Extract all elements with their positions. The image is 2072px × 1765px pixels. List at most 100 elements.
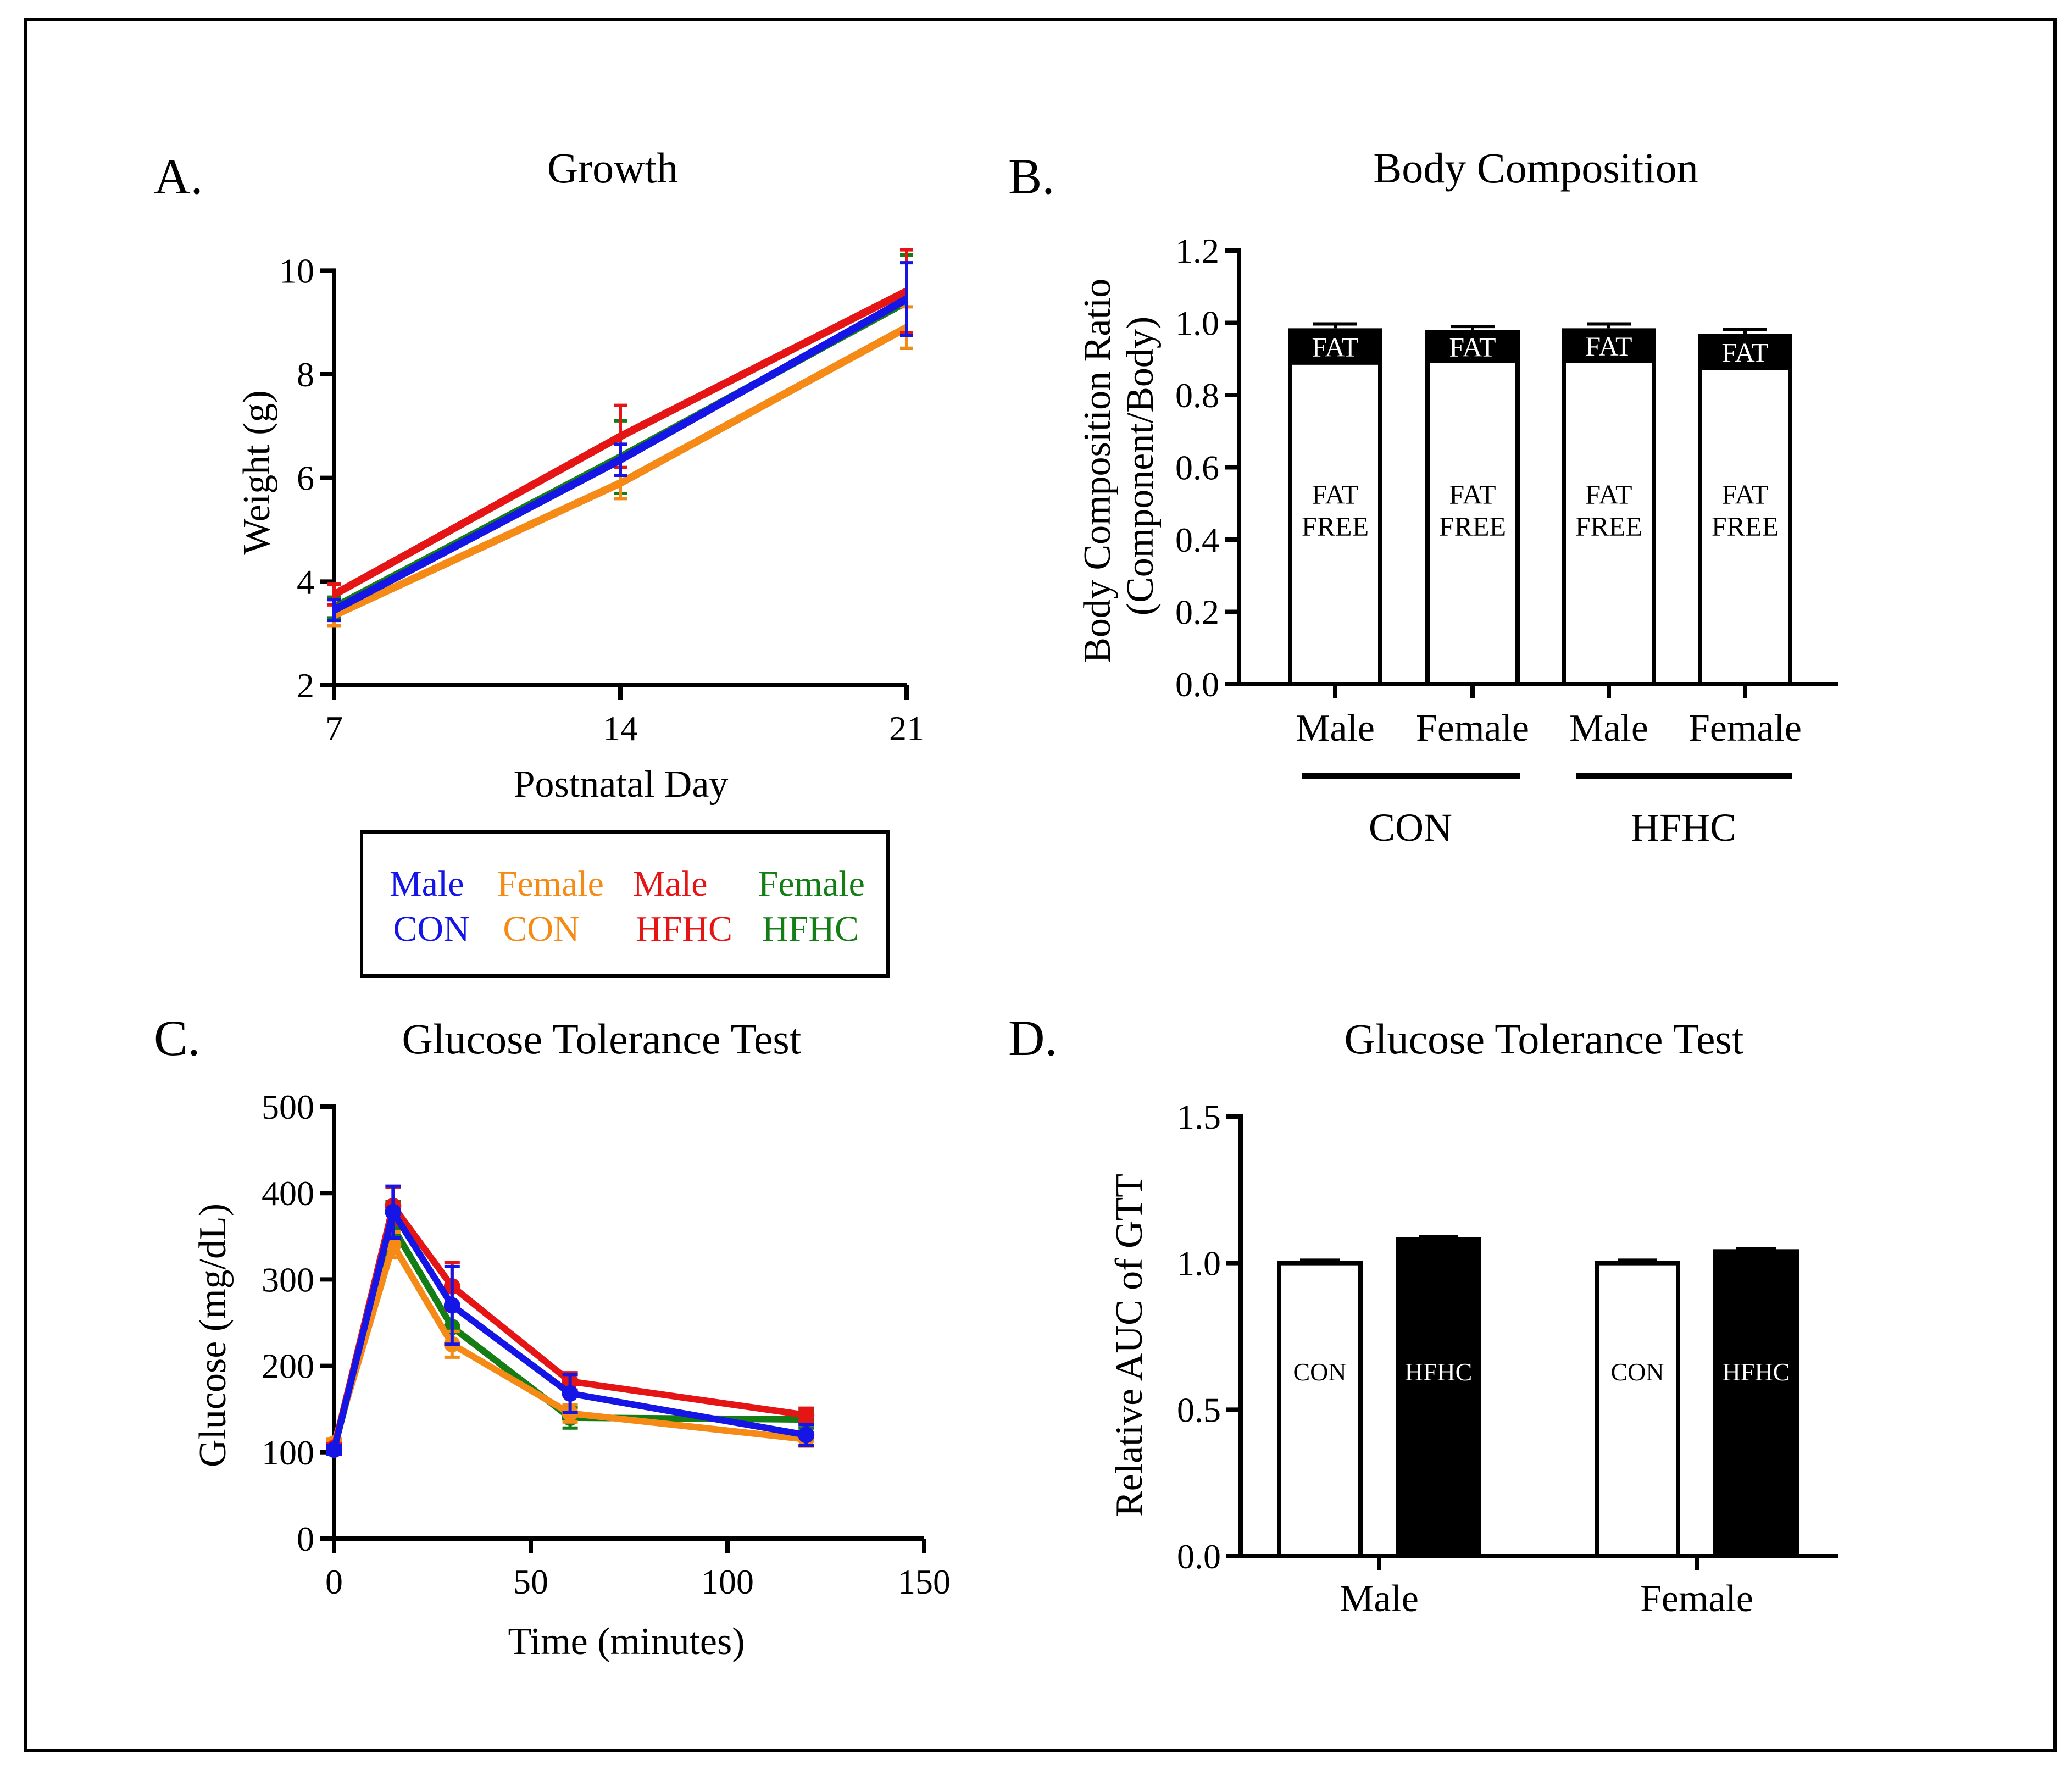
panel-d: D. Glucose Tolerance Test 0.0 0.5 1.0 1.5 CO… — [1008, 1010, 1838, 1620]
fat-segment-label: FAT — [1312, 332, 1358, 363]
bar-fat-free — [1288, 360, 1382, 686]
gtt-point-male_con — [562, 1385, 579, 1402]
legend-box — [360, 830, 890, 978]
gtt-curve-y-tick-label: 300 — [262, 1260, 314, 1299]
body-composition-ylabel: Body Composition Ratio (Component/Body) — [1076, 269, 1162, 663]
gtt-curve-y-tick-label: 0 — [297, 1519, 314, 1558]
bar-fat-free — [1562, 358, 1656, 686]
auc-bar-con — [1277, 1261, 1363, 1559]
legend-female-hfhc-line1: Female — [758, 864, 865, 904]
auc-bar-label: CON — [1610, 1358, 1664, 1386]
growth-y-tick-label: 4 — [297, 562, 314, 601]
gtt-point-male_con — [385, 1203, 402, 1220]
body-composition-plot: 0.00.20.40.60.81.01.2FATFATFREEMaleFATFA… — [1175, 231, 1838, 850]
fat-free-segment-label-line2: FREE — [1575, 510, 1642, 541]
growth-ylabel: Weight (g) — [236, 390, 278, 555]
auc-bar-label: HFHC — [1723, 1358, 1790, 1386]
panel-c: C. Glucose Tolerance Test 0 50 100 150 0 100 2… — [154, 1010, 951, 1663]
fat-free-segment-label-line1: FAT — [1721, 479, 1768, 509]
group-label-con: CON — [1369, 806, 1452, 850]
fat-segment-label: FAT — [1721, 337, 1768, 368]
gtt-curve-title: Glucose Tolerance Test — [402, 1015, 802, 1063]
legend-male-con: Male CON — [390, 864, 473, 949]
body-composition-ylabel-line1: Body Composition Ratio — [1076, 279, 1119, 663]
auc-bar-hfhc — [1396, 1237, 1481, 1558]
gtt-auc-y-tick-label: 0.0 — [1177, 1537, 1221, 1576]
legend-female-hfhc-line2: HFHC — [762, 909, 859, 949]
gtt-auc-y-tick-label: 0.5 — [1177, 1390, 1221, 1429]
legend-male-hfhc-line1: Male — [633, 864, 708, 904]
gtt-curve-y-tick-label: 200 — [262, 1347, 314, 1386]
fat-free-segment-label-line1: FAT — [1449, 479, 1496, 509]
panel-d-label: D. — [1008, 1010, 1057, 1066]
gtt-auc-y-tick-label: 1.5 — [1177, 1097, 1221, 1136]
panel-a: A. Growth 7 14 21 2 4 6 8 10 Postnatal Day Weig… — [154, 144, 924, 806]
gtt-curve-xlabel: Time (minutes) — [508, 1620, 745, 1663]
fat-free-segment-label-line2: FREE — [1439, 510, 1506, 541]
gtt-curve-y-tick-label: 500 — [262, 1087, 314, 1126]
body-composition-title: Body Composition — [1373, 144, 1698, 192]
legend-female-con-line2: CON — [503, 909, 579, 949]
body-composition-category-label: Female — [1688, 707, 1802, 750]
panel-a-label: A. — [154, 148, 203, 204]
body-composition-ylabel-line2: (Component/Body) — [1119, 317, 1162, 615]
legend-male-con-line2: CON — [393, 909, 469, 949]
legend-male-hfhc: Male HFHC — [633, 864, 732, 949]
fat-segment-label: FAT — [1585, 331, 1632, 362]
legend: Male CON Female CON Male HFHC Female HFH… — [360, 830, 890, 978]
legend-male-hfhc-line2: HFHC — [636, 909, 732, 949]
panel-c-label: C. — [154, 1010, 200, 1066]
gtt-curve-x-tick-label: 0 — [325, 1562, 343, 1601]
bar-fat — [1698, 334, 1792, 368]
gtt-point-male_con — [326, 1441, 342, 1458]
gtt-auc-title: Glucose Tolerance Test — [1345, 1015, 1744, 1063]
gtt-curve-y-tick-label: 400 — [262, 1174, 314, 1213]
gtt-curve-x-tick-label: 150 — [898, 1562, 951, 1601]
gtt-curve-y-tick-label: 100 — [262, 1433, 314, 1472]
body-composition-y-tick-label: 1.0 — [1175, 304, 1219, 343]
group-label-hfhc: HFHC — [1631, 806, 1736, 850]
legend-female-con-line1: Female — [497, 864, 604, 904]
fat-free-segment-label-line1: FAT — [1585, 479, 1632, 509]
fat-free-segment-label-line2: FREE — [1302, 510, 1369, 541]
fat-free-segment-label-line1: FAT — [1312, 479, 1358, 509]
legend-female-con: Female CON — [497, 864, 613, 949]
body-composition-y-tick-label: 0.6 — [1175, 448, 1219, 487]
fat-segment-label: FAT — [1449, 332, 1496, 363]
gtt-curve-plot: 0 50 100 150 0 100 200 300 400 500 — [262, 1087, 951, 1601]
growth-y-tick-label: 6 — [297, 459, 314, 498]
bar-fat — [1288, 328, 1382, 363]
auc-bar-label: HFHC — [1405, 1358, 1473, 1386]
panel-b: B. Body Composition 0.0 0.2 0.4 0.6 0.8 1.0 1.… — [1008, 144, 1838, 850]
legend-male-con-line1: Male — [390, 864, 464, 904]
body-composition-y-tick-label: 0.8 — [1175, 376, 1219, 415]
gtt-auc-category-label: Female — [1640, 1578, 1753, 1620]
gtt-curve-x-tick-label: 100 — [701, 1562, 754, 1601]
gtt-curve-ylabel: Glucose (mg/dL) — [192, 1203, 234, 1467]
body-composition-category-label: Female — [1416, 707, 1529, 750]
gtt-auc-ylabel: Relative AUC of GTT — [1108, 1174, 1151, 1517]
auc-bar-label: CON — [1293, 1358, 1346, 1386]
body-composition-y-tick-label: 0.4 — [1175, 520, 1219, 559]
body-composition-category-label: Male — [1296, 707, 1375, 750]
body-composition-y-tick-label: 1.2 — [1175, 231, 1219, 270]
growth-y-tick-label: 2 — [297, 666, 314, 705]
growth-plot: 7 14 21 2 4 6 8 10 — [279, 248, 924, 748]
legend-female-hfhc: Female HFHC — [758, 864, 874, 949]
bar-fat — [1425, 330, 1520, 361]
gtt-point-male_con — [798, 1427, 815, 1444]
fat-free-segment-label-line2: FREE — [1712, 510, 1779, 541]
gtt-point-male_con — [443, 1297, 460, 1314]
growth-y-tick-label: 10 — [279, 251, 314, 290]
growth-title: Growth — [547, 144, 678, 192]
auc-bar-hfhc — [1713, 1249, 1799, 1558]
body-composition-y-tick-label: 0.2 — [1175, 593, 1219, 632]
body-composition-y-tick-label: 0.0 — [1175, 665, 1219, 704]
growth-x-tick-label: 14 — [603, 709, 638, 748]
gtt-auc-y-tick-label: 1.0 — [1177, 1244, 1221, 1283]
gtt-auc-plot: 0.0 0.5 1.0 1.5 CON HFHC Male CON HFHC Female — [1177, 1097, 1838, 1620]
gtt-curve-x-tick-label: 50 — [513, 1562, 548, 1601]
body-composition-category-label: Male — [1569, 707, 1648, 750]
growth-x-tick-label: 7 — [325, 709, 343, 748]
